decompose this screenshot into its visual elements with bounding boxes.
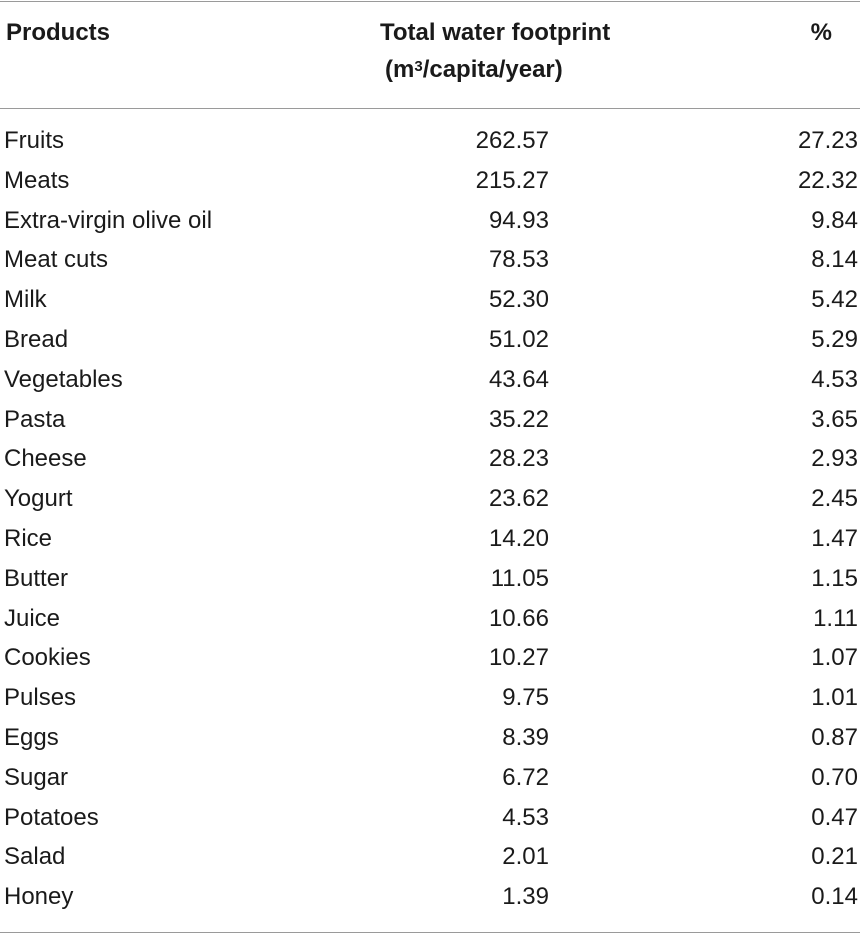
cell-product: Rice — [4, 524, 53, 552]
cell-percent: 22.32 — [797, 166, 858, 194]
cell-percent: 1.15 — [811, 564, 858, 592]
cell-footprint: 28.23 — [488, 445, 549, 473]
cell-percent: 3.65 — [811, 405, 858, 433]
cell-percent: 1.47 — [811, 524, 858, 552]
cell-product: Meat cuts — [4, 246, 109, 274]
table-row: Cheese 28.23 2.93 — [0, 439, 860, 479]
cell-percent: 0.14 — [811, 883, 858, 911]
cell-product: Honey — [4, 883, 74, 911]
cell-percent: 0.70 — [811, 763, 858, 791]
cell-percent: 27.23 — [797, 127, 858, 154]
cell-footprint: 2.01 — [502, 843, 549, 871]
table-row: Fruits 262.57 27.23 — [0, 121, 860, 161]
cell-product: Vegetables — [4, 365, 123, 393]
unit-superscript: 3 — [414, 58, 423, 75]
table-row: Vegetables 43.64 4.53 — [0, 360, 860, 400]
cell-footprint: 262.57 — [475, 127, 549, 154]
table-row: Milk 52.30 5.42 — [0, 280, 860, 320]
cell-product: Bread — [4, 325, 69, 353]
cell-product: Cookies — [4, 644, 91, 672]
cell-footprint: 8.39 — [502, 723, 549, 751]
cell-product: Eggs — [4, 723, 59, 751]
cell-footprint: 11.05 — [490, 564, 549, 592]
cell-product: Milk — [4, 286, 47, 314]
cell-footprint: 52.30 — [488, 286, 549, 314]
table-row: Extra-virgin olive oil 94.93 9.84 — [0, 201, 860, 241]
table-row: Pulses 9.75 1.01 — [0, 678, 860, 718]
cell-product: Salad — [4, 843, 66, 871]
cell-footprint: 94.93 — [488, 206, 549, 234]
cell-product: Cheese — [4, 445, 87, 473]
cell-percent: 0.21 — [811, 843, 858, 871]
table-row: Pasta 35.22 3.65 — [0, 400, 860, 440]
header-products: Products — [6, 19, 111, 46]
table-row: Rice 14.20 1.47 — [0, 519, 860, 559]
table-row: Sugar 6.72 0.70 — [0, 758, 860, 798]
cell-product: Butter — [4, 564, 69, 592]
cell-product: Juice — [4, 604, 61, 632]
table-row: Meat cuts 78.53 8.14 — [0, 240, 860, 280]
header-footprint-unit: (m3/capita/year) — [380, 53, 680, 87]
cell-percent: 5.42 — [811, 286, 858, 314]
cell-product: Yogurt — [4, 485, 73, 513]
cell-footprint: 10.66 — [488, 604, 549, 632]
cell-footprint: 1.39 — [502, 883, 549, 911]
cell-product: Pasta — [4, 405, 66, 433]
cell-percent: 9.84 — [811, 206, 858, 234]
table-top-rule — [0, 1, 860, 2]
table-row: Salad 2.01 0.21 — [0, 837, 860, 877]
cell-footprint: 6.72 — [502, 763, 549, 791]
cell-product: Extra-virgin olive oil — [4, 206, 213, 234]
unit-suffix: /capita/year) — [422, 56, 563, 83]
cell-footprint: 43.64 — [488, 365, 549, 393]
table-row: Potatoes 4.53 0.47 — [0, 798, 860, 838]
table-header-rule — [0, 108, 860, 109]
cell-footprint: 9.75 — [502, 684, 549, 712]
table-row: Meats 215.27 22.32 — [0, 161, 860, 201]
table-row: Butter 11.05 1.15 — [0, 559, 860, 599]
cell-percent: 1.11 — [813, 604, 858, 632]
cell-percent: 0.47 — [811, 803, 858, 831]
cell-footprint: 4.53 — [502, 803, 549, 831]
cell-percent: 4.53 — [811, 365, 858, 393]
table-row: Honey 1.39 0.14 — [0, 877, 860, 917]
cell-percent: 2.45 — [811, 485, 858, 513]
table-row: Juice 10.66 1.11 — [0, 599, 860, 639]
cell-product: Fruits — [4, 127, 64, 154]
table-bottom-rule — [0, 932, 860, 933]
cell-percent: 8.14 — [811, 246, 858, 274]
cell-product: Meats — [4, 166, 70, 194]
cell-percent: 2.93 — [811, 445, 858, 473]
cell-percent: 0.87 — [811, 723, 858, 751]
table-row: Cookies 10.27 1.07 — [0, 638, 860, 678]
cell-percent: 5.29 — [811, 325, 858, 353]
cell-footprint: 23.62 — [488, 485, 549, 513]
cell-footprint: 14.20 — [488, 524, 549, 552]
cell-percent: 1.01 — [811, 684, 858, 712]
unit-prefix: (m — [385, 56, 415, 83]
header-percent: % — [810, 19, 832, 46]
cell-product: Potatoes — [4, 803, 99, 831]
header-total-water-footprint: Total water footprint (m3/capita/year) — [380, 16, 680, 87]
cell-footprint: 215.27 — [475, 166, 549, 194]
cell-footprint: 35.22 — [488, 405, 549, 433]
table-row: Bread 51.02 5.29 — [0, 320, 860, 360]
cell-product: Sugar — [4, 763, 69, 791]
table-row: Yogurt 23.62 2.45 — [0, 479, 860, 519]
cell-percent: 1.07 — [811, 644, 858, 672]
cell-footprint: 78.53 — [488, 246, 549, 274]
cell-footprint: 10.27 — [488, 644, 549, 672]
table-body: Fruits 262.57 27.23 Meats 215.27 22.32 Extra-v… — [0, 121, 860, 917]
table-row: Eggs 8.39 0.87 — [0, 718, 860, 758]
cell-product: Pulses — [4, 684, 77, 712]
cell-footprint: 51.02 — [488, 325, 549, 353]
header-footprint-line1: Total water footprint — [380, 19, 611, 46]
